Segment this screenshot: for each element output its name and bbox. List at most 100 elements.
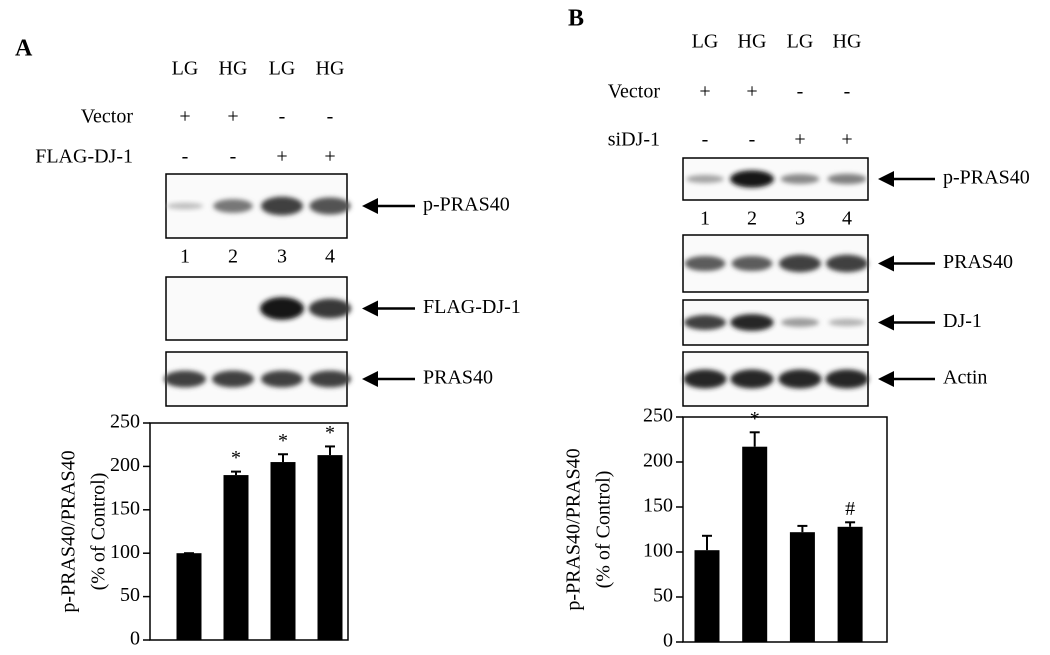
error-bar (749, 431, 760, 447)
bar (837, 526, 863, 642)
lane-number: 2 (228, 246, 238, 268)
bar (223, 475, 249, 640)
lane-number: 1 (180, 246, 190, 268)
error-bar (278, 453, 288, 463)
condition-label: LG (692, 31, 719, 53)
blot-band (683, 369, 727, 389)
y-axis-label: p-PRAS40/PRAS40 (563, 448, 585, 610)
error-bar (231, 470, 241, 476)
blot-band (260, 297, 304, 320)
blot-label: p-PRAS40 (943, 167, 1030, 189)
treatment-mark: - (844, 81, 851, 103)
bar (789, 532, 815, 642)
treatment-mark: + (794, 129, 805, 151)
treatment-mark: - (749, 129, 756, 151)
blot-band (779, 254, 821, 273)
y-tick-label: 0 (130, 628, 140, 650)
y-tick-label: 150 (110, 497, 140, 519)
blot-label: DJ-1 (943, 310, 982, 332)
y-tick-label: 250 (110, 411, 140, 433)
blot-band (730, 170, 774, 188)
bar (742, 446, 768, 642)
y-axis-label: p-PRAS40/PRAS40 (58, 450, 80, 612)
blot-band (166, 202, 204, 210)
plot-frame (682, 416, 888, 643)
condition-label: HG (738, 31, 767, 53)
blot-label: Actin (943, 367, 987, 389)
treatment-mark: - (230, 146, 237, 168)
y-tick-label: 200 (643, 450, 673, 472)
blot-band (731, 255, 773, 272)
blot-band (261, 370, 303, 388)
lane-number: 1 (700, 208, 710, 230)
arrow-head (878, 314, 894, 331)
plot-frame (149, 422, 349, 641)
arrow-head (362, 371, 378, 387)
row-label: siDJ-1 (608, 129, 660, 151)
blot-band (308, 298, 352, 319)
treatment-mark: + (699, 81, 710, 103)
blot-band (309, 370, 351, 388)
bar (270, 462, 296, 640)
blot-band (825, 369, 869, 389)
blot-band (684, 315, 726, 330)
bar (176, 553, 202, 640)
blot-band (686, 174, 724, 184)
blot-band (212, 370, 254, 388)
blot-band (781, 318, 819, 327)
condition-label: HG (219, 58, 248, 80)
condition-label: LG (172, 58, 199, 80)
blot-band (827, 173, 867, 185)
lane-number: 4 (842, 208, 852, 230)
lane-number: 3 (277, 246, 287, 268)
blot-band (164, 370, 206, 388)
row-label: Vector (81, 106, 134, 128)
y-tick-label: 250 (643, 405, 673, 427)
arrow-head (878, 371, 894, 387)
arrow-head (878, 171, 894, 187)
significance-mark: * (750, 408, 760, 430)
y-tick-label: 150 (643, 495, 673, 517)
blot-band (730, 369, 774, 389)
blot-band (828, 318, 866, 327)
y-tick-label: 100 (110, 541, 140, 563)
treatment-mark: - (702, 129, 709, 151)
condition-label: HG (833, 31, 862, 53)
bar (317, 455, 343, 640)
treatment-mark: - (327, 106, 334, 128)
y-axis-label: (% of Control) (88, 473, 110, 591)
blot-label: PRAS40 (423, 367, 493, 389)
y-tick-label: 50 (120, 584, 140, 606)
blot-band (778, 369, 822, 389)
blot-band (730, 314, 774, 331)
blot-label: p-PRAS40 (423, 194, 510, 216)
condition-label: LG (269, 58, 296, 80)
y-tick-label: 0 (663, 630, 673, 652)
treatment-mark: + (276, 146, 287, 168)
treatment-mark: - (279, 106, 286, 128)
blot-band (684, 255, 726, 272)
treatment-mark: + (227, 106, 238, 128)
y-tick-label: 100 (643, 540, 673, 562)
blot-band (261, 196, 303, 216)
panel-label: A (15, 36, 33, 62)
y-axis-label: (% of Control) (593, 471, 615, 589)
blot-label: FLAG-DJ-1 (423, 296, 521, 318)
blot-band (309, 197, 351, 215)
y-tick-label: 50 (653, 585, 673, 607)
lane-number: 3 (795, 208, 805, 230)
row-label: FLAG-DJ-1 (35, 146, 133, 168)
arrow-head (878, 255, 894, 272)
treatment-mark: + (746, 81, 757, 103)
treatment-mark: + (324, 146, 335, 168)
blot-band (780, 174, 820, 184)
y-tick-label: 200 (110, 454, 140, 476)
arrow-head (362, 300, 378, 317)
error-bar (845, 521, 856, 527)
lane-number: 2 (747, 208, 757, 230)
significance-mark: * (231, 447, 241, 469)
condition-label: LG (787, 31, 814, 53)
error-bar (325, 445, 335, 456)
treatment-mark: - (797, 81, 804, 103)
